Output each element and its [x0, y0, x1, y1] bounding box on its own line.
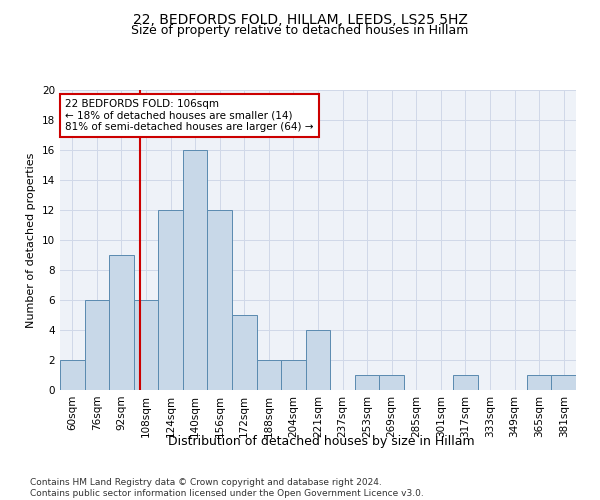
- Y-axis label: Number of detached properties: Number of detached properties: [26, 152, 37, 328]
- Bar: [281, 360, 306, 390]
- Text: 22 BEDFORDS FOLD: 106sqm
← 18% of detached houses are smaller (14)
81% of semi-d: 22 BEDFORDS FOLD: 106sqm ← 18% of detach…: [65, 99, 314, 132]
- Bar: [257, 360, 281, 390]
- Bar: [453, 375, 478, 390]
- Text: Distribution of detached houses by size in Hillam: Distribution of detached houses by size …: [167, 435, 475, 448]
- Text: Size of property relative to detached houses in Hillam: Size of property relative to detached ho…: [131, 24, 469, 37]
- Bar: [85, 300, 109, 390]
- Bar: [551, 375, 576, 390]
- Bar: [134, 300, 158, 390]
- Bar: [208, 210, 232, 390]
- Bar: [158, 210, 183, 390]
- Bar: [232, 315, 257, 390]
- Bar: [527, 375, 551, 390]
- Bar: [183, 150, 208, 390]
- Bar: [109, 255, 134, 390]
- Bar: [355, 375, 379, 390]
- Bar: [60, 360, 85, 390]
- Bar: [379, 375, 404, 390]
- Bar: [306, 330, 330, 390]
- Text: Contains HM Land Registry data © Crown copyright and database right 2024.
Contai: Contains HM Land Registry data © Crown c…: [30, 478, 424, 498]
- Text: 22, BEDFORDS FOLD, HILLAM, LEEDS, LS25 5HZ: 22, BEDFORDS FOLD, HILLAM, LEEDS, LS25 5…: [133, 12, 467, 26]
